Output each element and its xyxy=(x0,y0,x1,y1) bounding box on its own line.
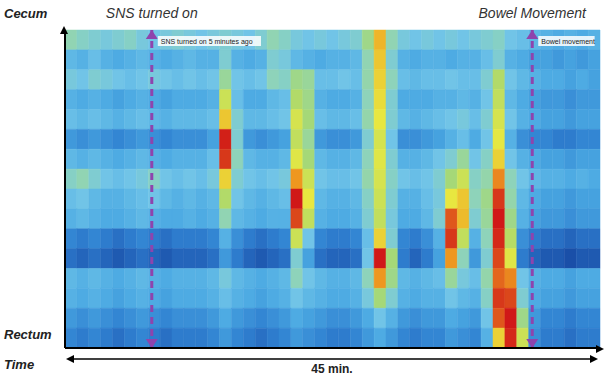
svg-text:45 min.: 45 min. xyxy=(311,362,352,376)
svg-text:Time: Time xyxy=(4,357,34,372)
svg-text:Cecum: Cecum xyxy=(4,6,48,21)
svg-text:Bowel Movement: Bowel Movement xyxy=(479,5,587,21)
svg-text:Bowel movement: Bowel movement xyxy=(541,38,595,45)
svg-text:Rectum: Rectum xyxy=(4,327,52,342)
svg-text:SNS turned on: SNS turned on xyxy=(106,5,198,21)
svg-text:SNS turned on 5 minutes ago: SNS turned on 5 minutes ago xyxy=(161,38,253,46)
